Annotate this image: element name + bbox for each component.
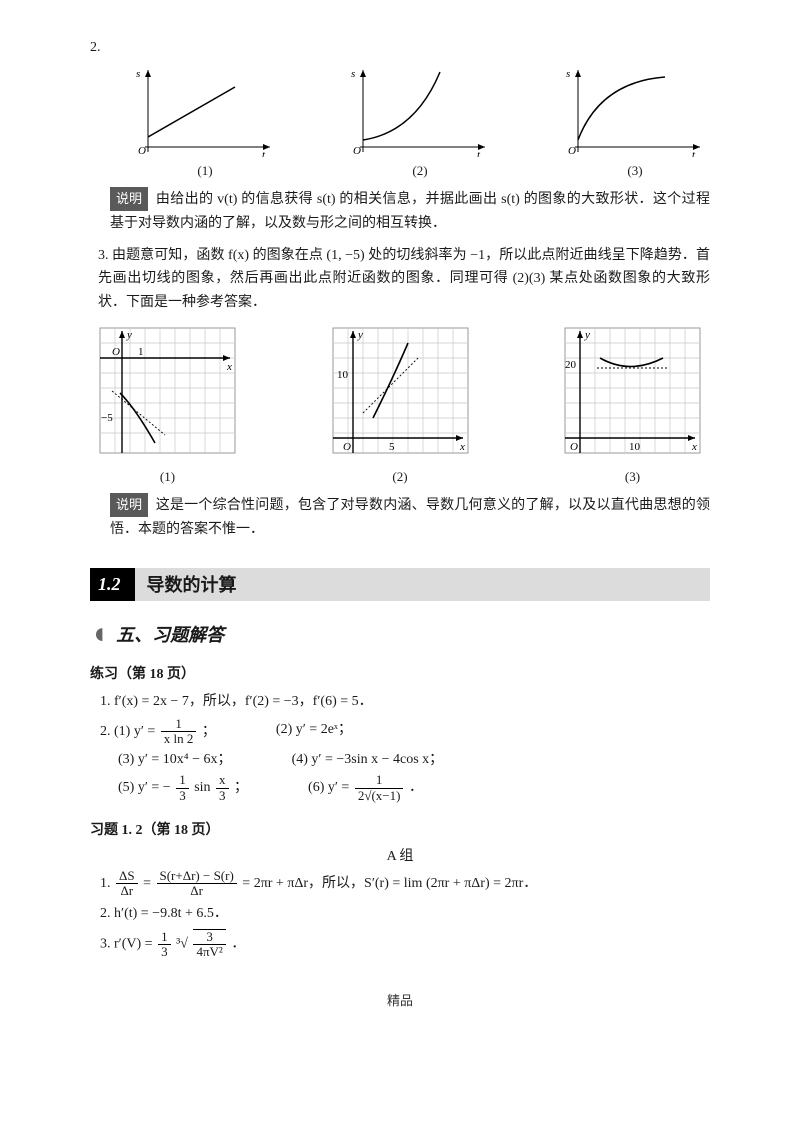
practice-row1: 2. (1) y′ = 1x ln 2 ； (2) y′ = 2eˣ； (100, 717, 710, 747)
q3-text: 3. 由题意可知，函数 f(x) 的图象在点 (1, −5) 处的切线斜率为 −… (98, 244, 710, 315)
q3-chart-2-label: (2) (392, 469, 407, 485)
xiti-q3: 3. r′(V) = 13 ³√ 34πV² ． (100, 929, 710, 960)
svg-text:1: 1 (138, 346, 144, 358)
page: 2. O t s (1) O t s (0, 0, 800, 1132)
p2-3: (3) y′ = 10x⁴ − 6x； (118, 747, 232, 774)
q2-shuoming: 说明 由给出的 v(t) 的信息获得 s(t) 的相关信息，并据此画出 s(t)… (110, 187, 710, 236)
q3-chart-2: O 5 10 x y (2) (323, 323, 478, 485)
svg-text:O: O (568, 145, 576, 157)
xiti-q2: 2. h′(t) = −9.8t + 6.5． (100, 901, 710, 928)
svg-text:t: t (477, 149, 481, 157)
svg-text:O: O (112, 346, 120, 358)
book-icon: ◖ (90, 619, 108, 649)
q3-chart-row: O 1 −5 x y (1) (90, 323, 710, 485)
svg-text:5: 5 (389, 441, 395, 453)
svg-text:20: 20 (565, 359, 577, 371)
q3-chart-3-label: (3) (625, 469, 640, 485)
svg-text:x: x (226, 361, 232, 373)
q2-chart-1: O t s (1) (130, 62, 280, 179)
q2-chart-2: O t s (2) (345, 62, 495, 179)
q3-chart-1-label: (1) (160, 469, 175, 485)
p2-6: (6) y′ = 12√(x−1) ． (308, 773, 423, 803)
section-header: 1.2 导数的计算 (90, 568, 710, 601)
svg-text:−5: −5 (101, 412, 113, 424)
q2-chart-2-label: (2) (412, 163, 427, 179)
p2-2: (2) y′ = 2eˣ； (276, 717, 352, 747)
p2-1: 2. (1) y′ = 1x ln 2 ； (100, 717, 216, 747)
q2-chart-3: O t s (3) (560, 62, 710, 179)
shuoming-tag-2: 说明 (110, 493, 148, 517)
xiti-q1: 1. ΔSΔr = S(r+Δr) − S(r)Δr = 2πr + πΔr，所… (100, 869, 710, 899)
q2-chart-row: O t s (1) O t s (2) (130, 62, 710, 179)
svg-text:O: O (343, 441, 351, 453)
svg-text:x: x (459, 441, 465, 453)
svg-text:O: O (570, 441, 578, 453)
p2-4: (4) y′ = −3sin x − 4cos x； (292, 747, 444, 774)
q2-chart-3-label: (3) (627, 163, 642, 179)
svg-text:s: s (566, 68, 570, 80)
section-tab: 1.2 (90, 568, 135, 601)
xiti-header: 习题 1. 2（第 18 页） (90, 819, 710, 839)
svg-text:y: y (126, 329, 132, 341)
practice-row3: (5) y′ = − 13 sin x3 ； (6) y′ = 12√(x−1)… (100, 773, 710, 803)
five-title: 五、习题解答 (116, 621, 224, 647)
svg-text:O: O (138, 145, 146, 157)
page-footer: 精品 (90, 990, 710, 1009)
practice-row2: (3) y′ = 10x⁴ − 6x； (4) y′ = −3sin x − 4… (100, 747, 710, 774)
q3-shuoming: 说明 这是一个综合性问题，包含了对导数内涵、导数几何意义的了解，以及以直代曲思想… (110, 493, 710, 542)
q2-number: 2. (90, 40, 710, 56)
svg-text:s: s (351, 68, 355, 80)
q3-chart-3: O 10 20 x y (3) (555, 323, 710, 485)
q3-shuoming-text: 这是一个综合性问题，包含了对导数内涵、导数几何意义的了解，以及以直代曲思想的领悟… (110, 498, 710, 537)
svg-text:10: 10 (337, 369, 349, 381)
five-header: ◖ 五、习题解答 (90, 619, 710, 649)
q3-chart-1: O 1 −5 x y (1) (90, 323, 245, 485)
svg-text:10: 10 (629, 441, 641, 453)
q2-chart-1-label: (1) (197, 163, 212, 179)
svg-text:t: t (692, 149, 696, 157)
practice-q1: 1. f′(x) = 2x − 7，所以，f′(2) = −3，f′(6) = … (100, 689, 710, 716)
svg-text:y: y (357, 329, 363, 341)
practice-header: 练习（第 18 页） (90, 663, 710, 683)
axis-t: t (262, 149, 266, 157)
svg-text:O: O (353, 145, 361, 157)
xiti-group: A 组 (90, 845, 710, 865)
svg-text:y: y (584, 329, 590, 341)
q2-shuoming-text: 由给出的 v(t) 的信息获得 s(t) 的相关信息，并据此画出 s(t) 的图… (110, 192, 710, 231)
shuoming-tag: 说明 (110, 187, 148, 211)
axis-s: s (136, 68, 140, 80)
p2-5: (5) y′ = − 13 sin x3 ； (118, 773, 248, 803)
svg-text:x: x (691, 441, 697, 453)
section-title: 导数的计算 (135, 568, 711, 601)
